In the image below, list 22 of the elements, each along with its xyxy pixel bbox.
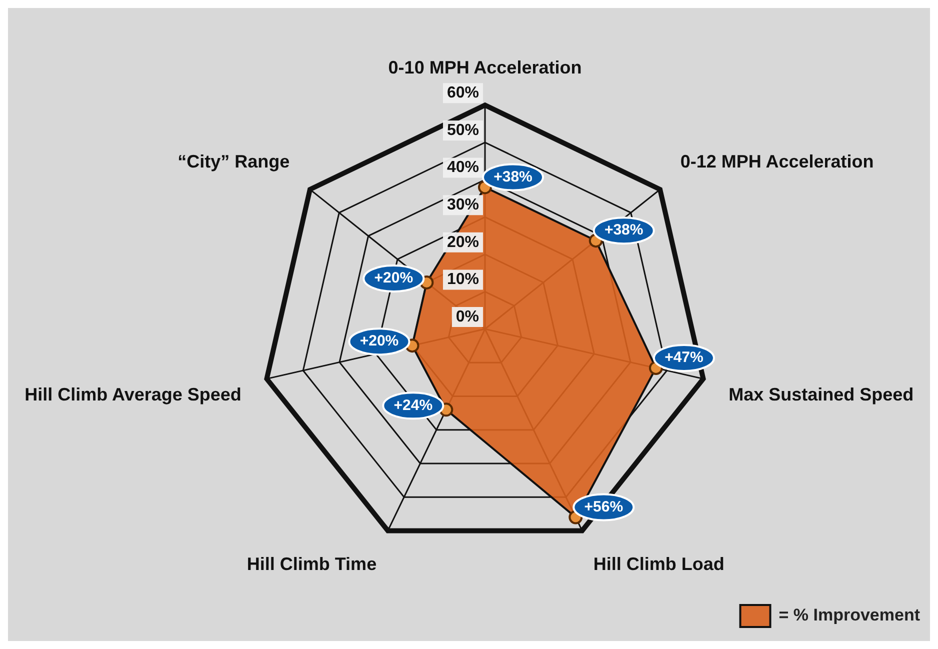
spoke-label: Hill Climb Time <box>246 554 377 574</box>
data-label: +24% <box>394 396 433 414</box>
spoke-label: 0-10 MPH Acceleration <box>388 57 582 78</box>
legend-label: = % Improvement <box>778 606 920 625</box>
spoke-label: Hill Climb Average Speed <box>24 384 242 404</box>
spoke-label: Max Sustained Speed <box>728 384 914 404</box>
y-tick-label: 50% <box>446 122 479 139</box>
y-tick-label: 60% <box>446 84 479 102</box>
y-tick-label: 20% <box>446 234 479 251</box>
spoke-label: “City” Range <box>178 151 290 172</box>
data-label: +47% <box>664 349 704 366</box>
data-label: +20% <box>360 332 399 350</box>
data-label: +38% <box>604 222 644 239</box>
data-label: +20% <box>374 270 414 287</box>
spoke-label: 0-12 MPH Acceleration <box>680 151 874 172</box>
data-label: +38% <box>494 168 532 186</box>
y-tick-label: 10% <box>446 271 479 288</box>
y-tick-label: 0% <box>456 308 479 326</box>
y-tick-label: 40% <box>446 159 479 176</box>
y-tick-label: 30% <box>446 196 479 214</box>
data-label: +56% <box>584 498 624 516</box>
spoke-label: Hill Climb Load <box>593 554 724 574</box>
